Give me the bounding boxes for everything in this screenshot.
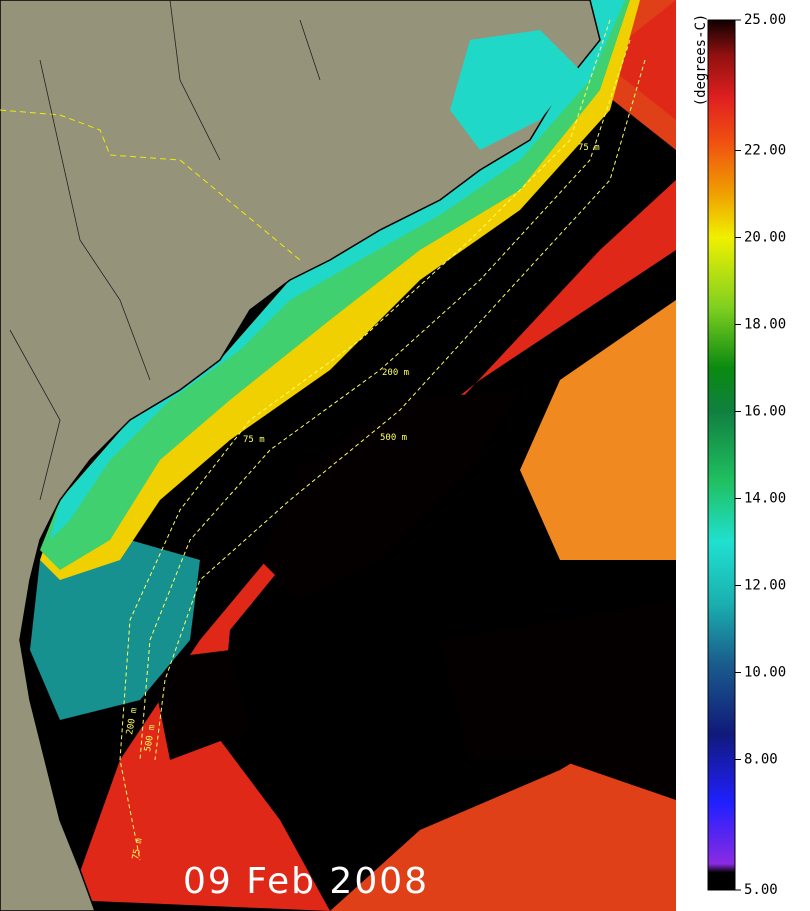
shelf-water [40,0,630,570]
contour-200 [139,39,631,761]
map: 75 m 75 m 200 m 500 m 200 m 500 m 75 m 0… [0,0,676,911]
coastal-water [50,0,625,540]
tick-label: 25.00 [744,12,786,28]
tick-label: 5.00 [744,882,778,898]
rivers [9,0,321,501]
contour-label: 500 m [143,724,158,752]
tick-label: 14.00 [744,491,786,507]
contour-label: 75 m [243,435,265,445]
cold-eddy [260,390,520,600]
tick-label: 18.00 [744,317,786,333]
tick-label: 8.00 [744,752,778,768]
contour-label: 200 m [382,368,409,378]
contour-label: 75 m [578,143,600,153]
legend-panel [676,0,810,911]
colorbar [707,19,736,891]
contour-label: 500 m [380,433,407,443]
land [0,0,601,911]
colorbar-unit: (degrees-C) [693,14,709,107]
cloud-edge [30,540,200,720]
tick-label: 22.00 [744,143,786,159]
cloud [440,600,676,800]
sound [450,30,580,150]
contour-label: 200 m [125,707,140,735]
cloud [150,650,250,760]
contour-500 [154,59,646,761]
state-border [0,109,301,261]
tick-label: 20.00 [744,230,786,246]
colorbar-ticks: 25.00 22.00 20.00 18.00 16.00 14.00 12.00 10.00… [735,12,786,898]
tick-label: 10.00 [744,665,786,681]
tick-label: 16.00 [744,404,786,420]
contour-label: 75 m [131,837,145,860]
tick-label: 12.00 [744,578,786,594]
date-label: 09 Feb 2008 [183,861,429,902]
warm-water [520,300,676,560]
